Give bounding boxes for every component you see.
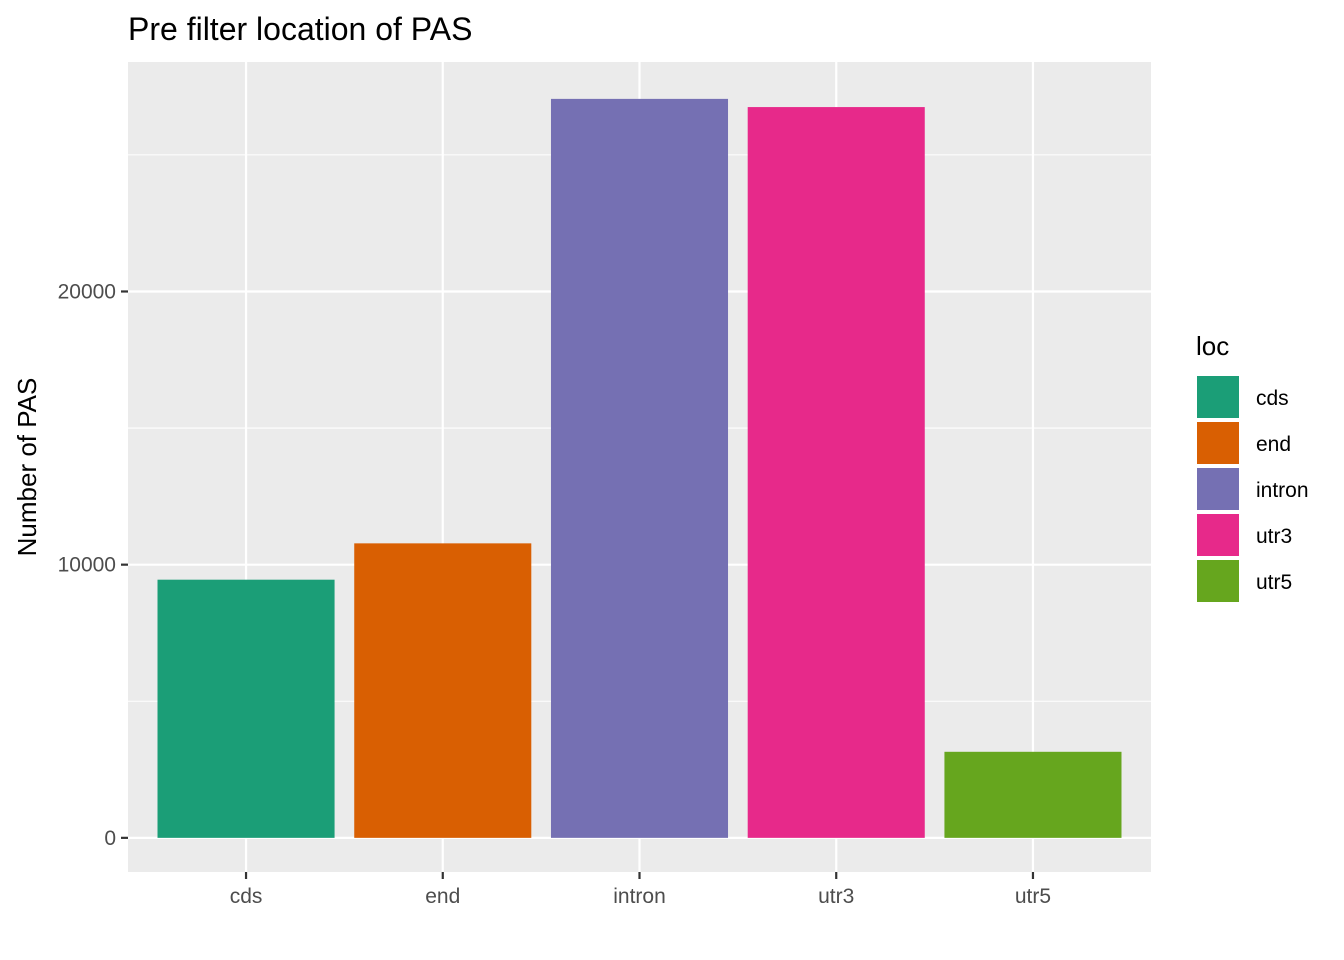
legend-items: cds end intron utr3 utr5 [1197, 376, 1309, 602]
chart-title: Pre filter location of PAS [128, 11, 472, 47]
legend-key-cds [1197, 376, 1239, 418]
bar-utr3 [747, 107, 925, 838]
x-tick-label: cds [230, 885, 263, 908]
legend-label: cds [1256, 387, 1289, 410]
legend-key-intron [1197, 468, 1239, 510]
legend-key-utr3 [1197, 514, 1239, 556]
y-tick-label: 20000 [58, 280, 116, 303]
bar-intron [550, 98, 729, 838]
bar-end [354, 543, 532, 838]
bars [157, 98, 1122, 838]
legend-label: utr3 [1256, 525, 1292, 548]
legend-key-end [1197, 422, 1239, 464]
bar-utr5 [944, 751, 1122, 838]
y-tick-label: 10000 [58, 554, 116, 577]
x-tick-label: intron [613, 885, 666, 908]
legend-label: intron [1256, 479, 1309, 502]
y-tick-label: 0 [104, 827, 116, 850]
y-axis: 0 10000 20000 [58, 280, 128, 850]
legend: loc cds end intron utr3 utr5 [1196, 331, 1309, 602]
bar-cds [157, 579, 335, 838]
legend-label: end [1256, 433, 1291, 456]
legend-title: loc [1196, 331, 1229, 361]
legend-label: utr5 [1256, 571, 1292, 594]
x-tick-label: utr3 [818, 885, 854, 908]
y-axis-title: Number of PAS [12, 378, 42, 557]
x-tick-label: end [425, 885, 460, 908]
x-tick-label: utr5 [1015, 885, 1051, 908]
x-axis: cds end intron utr3 utr5 [230, 872, 1051, 908]
legend-key-utr5 [1197, 560, 1239, 602]
